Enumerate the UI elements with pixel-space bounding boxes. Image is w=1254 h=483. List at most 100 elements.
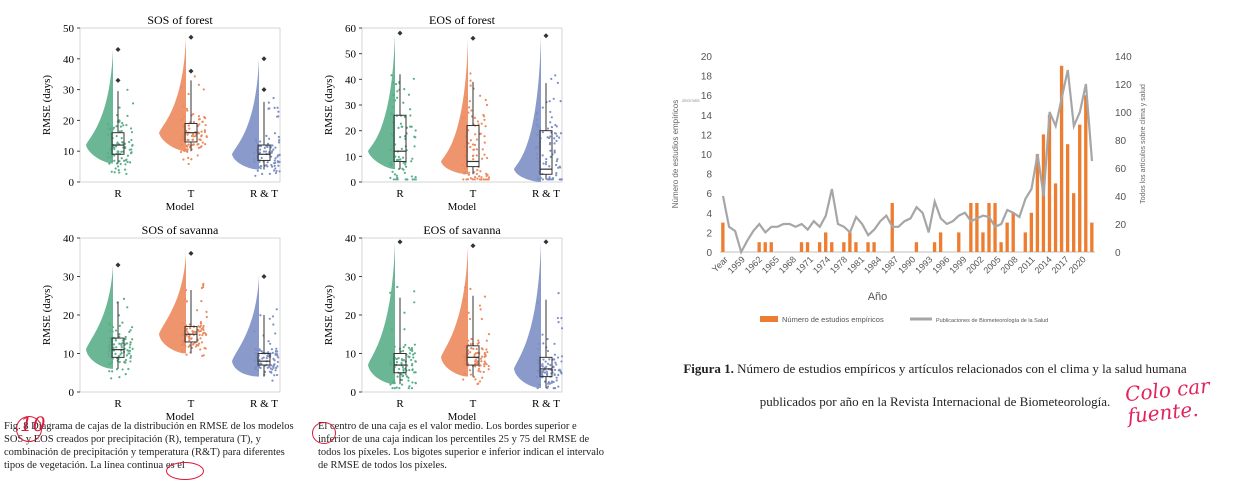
bar	[1078, 124, 1082, 252]
data-point	[541, 178, 545, 181]
y-tick-label: 2	[706, 228, 712, 239]
data-point	[108, 354, 111, 358]
data-point	[465, 178, 468, 181]
y-tick-label: 0	[351, 387, 357, 399]
data-point	[204, 116, 207, 120]
data-point	[549, 363, 552, 367]
violin-panel: EOS of savanna 0 10 20 30 40 RMSE (days) Model R…	[323, 223, 564, 420]
data-point	[414, 381, 417, 384]
data-point	[193, 75, 196, 78]
data-point	[479, 94, 482, 97]
data-point	[485, 348, 488, 351]
data-point	[401, 349, 405, 352]
data-point	[554, 123, 557, 127]
data-point	[129, 329, 132, 332]
data-point	[274, 161, 277, 165]
data-point	[465, 96, 468, 99]
data-point	[273, 164, 276, 168]
data-point	[469, 79, 472, 82]
data-point	[278, 170, 281, 173]
data-point	[548, 382, 551, 385]
data-point	[254, 365, 257, 368]
bar	[721, 222, 725, 252]
data-point	[537, 171, 540, 174]
data-point	[553, 373, 556, 377]
data-point	[403, 115, 406, 118]
data-point	[200, 327, 203, 331]
outlier-marker	[470, 243, 476, 249]
legend-label: Número de estudios empíricos	[782, 315, 884, 324]
violin-shape	[159, 253, 186, 354]
data-point	[475, 138, 478, 141]
data-point	[190, 158, 193, 161]
data-point	[481, 348, 484, 351]
data-point	[277, 356, 280, 359]
data-point	[411, 157, 414, 160]
data-point	[484, 125, 487, 128]
data-point	[276, 360, 279, 364]
data-point	[111, 159, 114, 162]
data-point	[129, 343, 132, 346]
y-axis-label: RMSE (days)	[323, 285, 335, 346]
data-point	[541, 154, 544, 157]
data-point	[200, 300, 203, 303]
data-point	[108, 322, 111, 325]
data-point	[108, 337, 111, 340]
y-tick-label: 40	[345, 233, 357, 245]
data-point	[274, 167, 277, 170]
data-point	[202, 88, 205, 91]
data-point	[190, 337, 193, 340]
data-point	[487, 333, 491, 336]
data-point	[185, 353, 188, 356]
figure1-caption: Figura 1. Número de estudios empíricos y…	[683, 361, 1187, 409]
data-point	[413, 145, 416, 148]
x-tick-label: R & T	[250, 398, 278, 410]
data-point	[258, 160, 261, 164]
data-point	[275, 373, 279, 377]
bar	[999, 242, 1003, 252]
y-tick-label: 18	[701, 72, 713, 83]
data-point	[463, 372, 467, 375]
data-point	[180, 343, 183, 347]
x-tick-label: 1981	[845, 254, 866, 275]
data-point	[113, 171, 116, 174]
data-point	[555, 174, 558, 177]
data-point	[404, 343, 407, 347]
outlier-marker	[188, 34, 194, 40]
data-point	[199, 324, 202, 328]
data-point	[273, 374, 276, 377]
data-point	[407, 346, 411, 349]
y-tick-label: 10	[63, 146, 75, 158]
data-point	[116, 150, 119, 153]
data-point	[128, 352, 131, 355]
data-point	[121, 342, 124, 345]
handwritten-circle-word	[166, 462, 204, 480]
data-point	[203, 129, 206, 132]
data-point	[199, 146, 202, 149]
data-point	[553, 353, 556, 356]
box	[393, 114, 407, 162]
data-point	[536, 362, 540, 365]
data-point	[404, 373, 408, 376]
data-point	[277, 110, 280, 113]
data-point	[393, 381, 396, 384]
data-point	[477, 339, 480, 342]
data-point	[399, 122, 403, 125]
plot-frame	[79, 27, 281, 183]
data-point	[202, 284, 205, 287]
data-point	[479, 308, 482, 311]
panel-title: SOS of savanna	[142, 223, 219, 237]
data-point	[199, 329, 202, 333]
data-point	[541, 363, 544, 366]
x-tick-label: 2002	[964, 254, 985, 275]
data-point	[182, 125, 185, 128]
data-point	[484, 98, 487, 102]
data-point	[129, 341, 132, 344]
violin-shape	[441, 38, 468, 175]
y-tick-label: 12	[701, 130, 713, 141]
data-point	[256, 169, 259, 172]
data-point	[274, 171, 278, 175]
data-point	[117, 354, 120, 358]
data-point	[263, 146, 266, 150]
data-point	[464, 345, 467, 348]
